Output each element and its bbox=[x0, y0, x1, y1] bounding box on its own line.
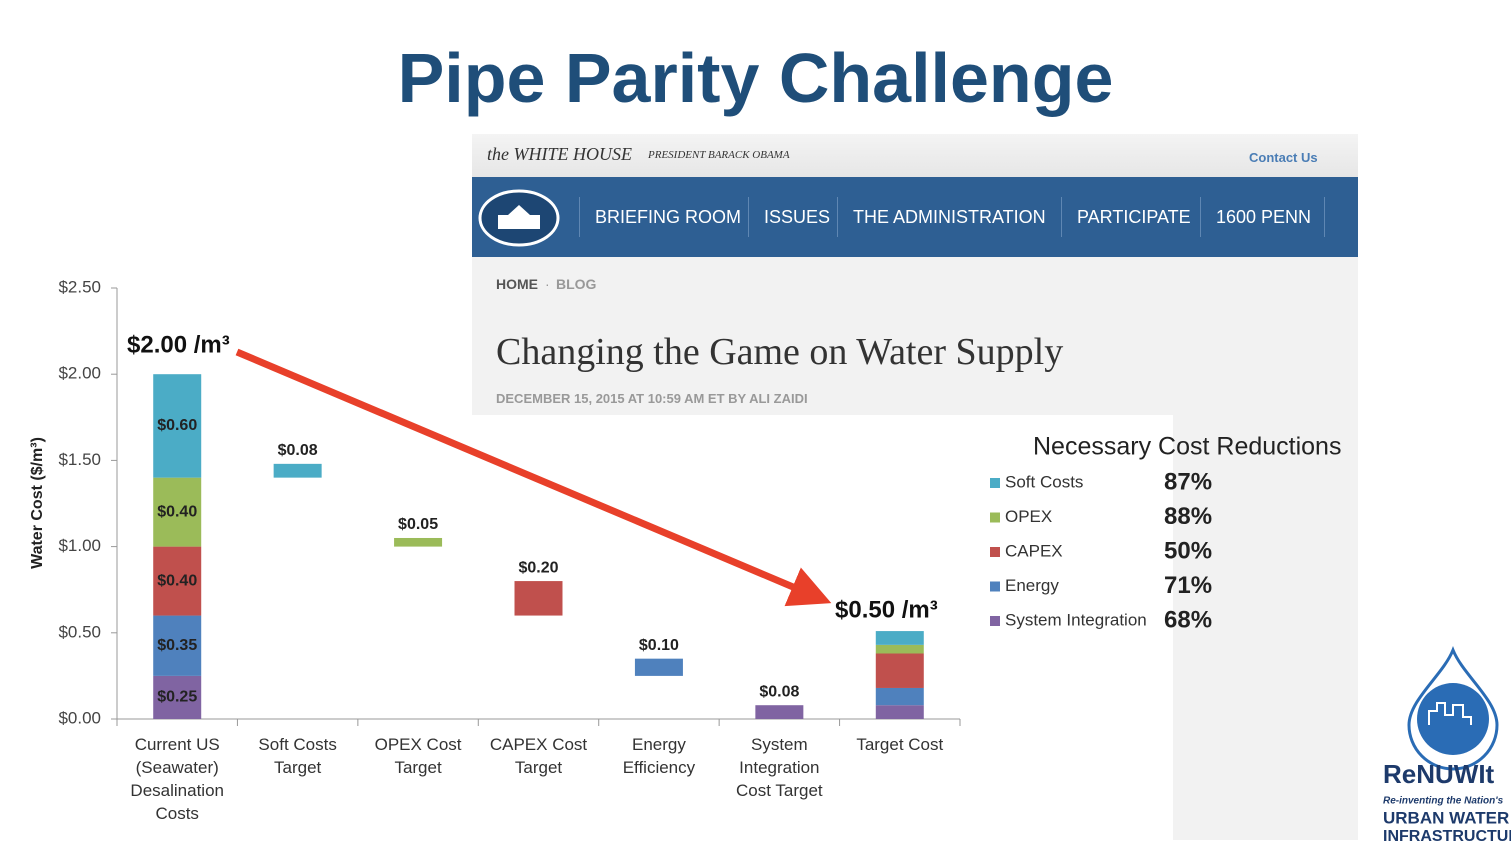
nav-separator bbox=[1061, 197, 1062, 237]
bar-segment bbox=[875, 631, 924, 645]
bar-segment bbox=[875, 687, 924, 706]
wh-nav bbox=[472, 177, 1358, 257]
nav-separator bbox=[1324, 197, 1325, 237]
bar-segment bbox=[394, 537, 443, 547]
x-tick-label: Target Cost bbox=[856, 735, 944, 754]
wh-brand: the WHITE HOUSE bbox=[487, 144, 632, 164]
data-label: $0.10 bbox=[639, 637, 679, 654]
y-tick-label: $2.00 bbox=[58, 364, 101, 383]
cost-reduction: 68% bbox=[1164, 606, 1212, 633]
legend-swatch bbox=[990, 478, 1000, 488]
wh-president: PRESIDENT BARACK OBAMA bbox=[648, 149, 790, 161]
x-tick-label: Energy Efficiency bbox=[622, 735, 696, 777]
x-tick-label: System Integration Cost Target bbox=[736, 735, 823, 800]
data-label: $0.25 bbox=[157, 689, 197, 706]
legend-swatch bbox=[990, 616, 1000, 626]
nav-item[interactable]: BRIEFING ROOM bbox=[595, 207, 742, 227]
data-label: $0.05 bbox=[398, 516, 438, 533]
nav-separator bbox=[837, 197, 838, 237]
legend-label: Soft Costs bbox=[1005, 472, 1083, 491]
data-label: $0.20 bbox=[518, 559, 558, 576]
nav-item[interactable]: ISSUES bbox=[764, 207, 831, 227]
bar-segment bbox=[153, 374, 202, 478]
x-tick-label: Current US (Seawater) Desalination Costs bbox=[130, 735, 224, 823]
bar-segment bbox=[514, 581, 563, 616]
legend-swatch bbox=[990, 512, 1000, 523]
data-label: $0.60 bbox=[157, 417, 197, 434]
data-label: $0.40 bbox=[157, 572, 197, 589]
y-axis-label: Water Cost ($/m³) bbox=[29, 437, 46, 569]
breadcrumb-sep: · bbox=[545, 276, 550, 292]
wh-contact[interactable]: Contact Us bbox=[1249, 150, 1318, 165]
slide-title: Pipe Parity Challenge bbox=[397, 39, 1114, 117]
legend-label: CAPEX bbox=[1005, 541, 1063, 560]
x-tick-label: Soft Costs Target bbox=[258, 735, 337, 777]
annotation: $0.50 /m³ bbox=[835, 596, 938, 623]
nav-item[interactable]: THE ADMINISTRATION bbox=[853, 207, 1046, 227]
bar-segment bbox=[153, 675, 202, 719]
bar-segment bbox=[755, 705, 804, 719]
bar-segment bbox=[875, 653, 924, 688]
breadcrumb[interactable]: BLOG bbox=[556, 276, 597, 292]
logo-tagline: Re-inventing the Nation's bbox=[1383, 796, 1504, 807]
wh-body bbox=[1173, 415, 1358, 840]
breadcrumb[interactable]: HOME bbox=[496, 276, 538, 292]
legend-swatch bbox=[990, 581, 1000, 592]
headline: Changing the Game on Water Supply bbox=[496, 331, 1064, 373]
data-label: $0.08 bbox=[759, 683, 799, 700]
data-label: $0.35 bbox=[157, 637, 197, 654]
legend-title: Necessary Cost Reductions bbox=[1033, 433, 1341, 461]
nav-separator bbox=[748, 197, 749, 237]
wh-seal bbox=[478, 189, 560, 247]
legend-label: Energy bbox=[1005, 576, 1059, 595]
bar-segment bbox=[875, 644, 924, 654]
cost-reduction: 88% bbox=[1164, 503, 1212, 530]
logo-name: ReNUWIt bbox=[1383, 759, 1495, 789]
nav-separator bbox=[579, 197, 580, 237]
data-label: $0.08 bbox=[278, 442, 318, 459]
logo-line: INFRASTRUCTURE bbox=[1383, 828, 1511, 844]
y-tick-label: $0.00 bbox=[58, 708, 101, 727]
wh-header bbox=[472, 134, 1358, 177]
bar-segment bbox=[153, 546, 202, 616]
bar-segment bbox=[273, 463, 322, 478]
y-tick-label: $0.50 bbox=[58, 622, 101, 641]
logo bbox=[1407, 645, 1499, 771]
legend-swatch bbox=[990, 547, 1000, 557]
cost-reduction: 50% bbox=[1164, 537, 1212, 564]
dateline: DECEMBER 15, 2015 AT 10:59 AM ET BY ALI … bbox=[496, 391, 808, 406]
x-tick-label: OPEX Cost Target bbox=[374, 735, 462, 777]
nav-item[interactable]: 1600 PENN bbox=[1216, 207, 1312, 227]
legend-label: System Integration bbox=[1005, 610, 1147, 629]
bar-segment bbox=[153, 615, 202, 676]
annotation: $2.00 /m³ bbox=[127, 331, 230, 358]
cost-reduction: 71% bbox=[1164, 572, 1212, 599]
wh-body bbox=[472, 257, 1358, 415]
y-tick-label: $2.50 bbox=[58, 277, 101, 296]
logo-line: URBAN WATER bbox=[1383, 808, 1509, 827]
y-tick-label: $1.00 bbox=[58, 536, 101, 555]
x-tick-label: CAPEX Cost Target bbox=[489, 735, 588, 777]
legend-label: OPEX bbox=[1005, 507, 1052, 526]
y-tick-label: $1.50 bbox=[58, 450, 101, 469]
bar-segment bbox=[875, 705, 924, 719]
bar-segment bbox=[634, 658, 683, 676]
arrow bbox=[235, 348, 832, 607]
cost-reduction: 87% bbox=[1164, 468, 1212, 495]
nav-separator bbox=[1200, 197, 1201, 237]
nav-item[interactable]: PARTICIPATE bbox=[1077, 207, 1191, 227]
bar-segment bbox=[153, 477, 202, 547]
data-label: $0.40 bbox=[157, 503, 197, 520]
